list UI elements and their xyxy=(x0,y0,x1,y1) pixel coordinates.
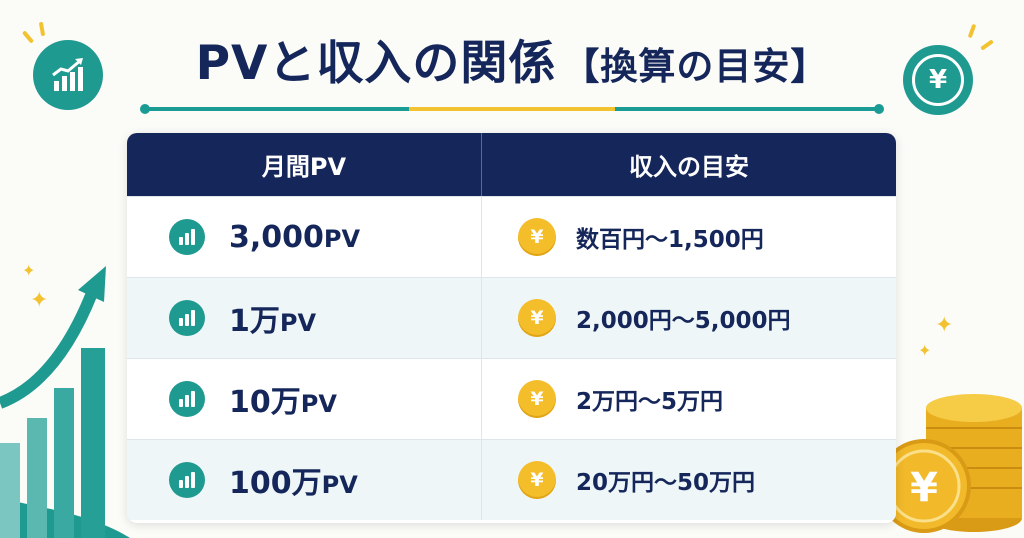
pv-value-text: 100万PV xyxy=(229,458,358,502)
underline-dot-left xyxy=(140,104,150,114)
pv-value-text: 10万PV xyxy=(229,377,337,421)
pv-unit: PV xyxy=(300,390,337,418)
conversion-table: 月間PV 収入の目安 3,000PV ¥ 数百円〜1,500円 1万PV ¥ 2… xyxy=(127,133,896,523)
title-sub: 【換算の目安】 xyxy=(562,44,829,88)
income-cell: ¥ 2,000円〜5,000円 xyxy=(482,278,896,358)
income-cell: ¥ 2万円〜5万円 xyxy=(482,359,896,439)
pv-unit: PV xyxy=(323,224,361,253)
svg-text:¥: ¥ xyxy=(910,465,938,511)
page-title: PVと収入の関係 【換算の目安】 xyxy=(196,24,829,93)
table-row: 100万PV ¥ 20万円〜50万円 xyxy=(127,439,896,520)
pv-unit: PV xyxy=(321,471,358,499)
coin-stack-decoration: ¥ xyxy=(877,394,1022,533)
pv-value-text: 1万PV xyxy=(229,296,316,340)
table-body: 3,000PV ¥ 数百円〜1,500円 1万PV ¥ 2,000円〜5,000… xyxy=(127,196,896,520)
table-row: 1万PV ¥ 2,000円〜5,000円 xyxy=(127,277,896,358)
growth-chart-badge xyxy=(33,40,103,110)
table-header: 月間PV 収入の目安 xyxy=(127,133,896,196)
growth-bars-decoration xyxy=(0,266,130,538)
underline-dot-right xyxy=(874,104,884,114)
income-value: 2,000円〜5,000円 xyxy=(576,308,791,334)
sparkle-icon: ✦ xyxy=(918,341,932,360)
bar-chart-icon xyxy=(169,300,205,336)
pv-value: 3,000 xyxy=(229,219,324,255)
title-area: PVと収入の関係 【換算の目安】 xyxy=(0,18,1024,98)
income-value: 20万円〜50万円 xyxy=(576,470,756,496)
income-cell: ¥ 数百円〜1,500円 xyxy=(482,197,896,277)
bar-chart-icon xyxy=(169,381,205,417)
income-value: 2万円〜5万円 xyxy=(576,389,724,415)
header-monthly-pv: 月間PV xyxy=(127,133,482,196)
table-row: 3,000PV ¥ 数百円〜1,500円 xyxy=(127,196,896,277)
growth-chart-icon xyxy=(52,58,83,91)
yen-coin-icon: ¥ xyxy=(518,461,556,499)
bar-chart-icon xyxy=(169,219,205,255)
pv-cell: 100万PV xyxy=(127,440,482,520)
bar-chart-icon xyxy=(169,462,205,498)
yen-icon: ¥ xyxy=(912,54,964,106)
yen-coin-icon: ¥ xyxy=(518,380,556,418)
yen-badge: ¥ xyxy=(903,45,973,115)
income-value: 数百円〜1,500円 xyxy=(576,227,764,253)
income-cell: ¥ 20万円〜50万円 xyxy=(482,440,896,520)
sparkle-icon: ✦ xyxy=(935,313,954,338)
pv-value-text: 3,000PV xyxy=(229,220,360,255)
title-underline xyxy=(145,107,879,111)
pv-cell: 3,000PV xyxy=(127,197,482,277)
pv-value: 1万 xyxy=(229,304,280,339)
title-main: PVと収入の関係 xyxy=(195,35,557,91)
pv-value: 100万 xyxy=(229,466,322,501)
pv-unit: PV xyxy=(279,309,317,337)
pv-cell: 1万PV xyxy=(127,278,482,358)
table-row: 10万PV ¥ 2万円〜5万円 xyxy=(127,358,896,439)
header-income-estimate: 収入の目安 xyxy=(629,153,749,181)
pv-value: 10万 xyxy=(229,385,301,420)
yen-coin-icon: ¥ xyxy=(518,218,556,256)
yen-coin-icon: ¥ xyxy=(518,299,556,337)
sparkle-icon: ✦ xyxy=(22,261,36,280)
pv-cell: 10万PV xyxy=(127,359,482,439)
sparkle-icon: ✦ xyxy=(30,288,49,313)
